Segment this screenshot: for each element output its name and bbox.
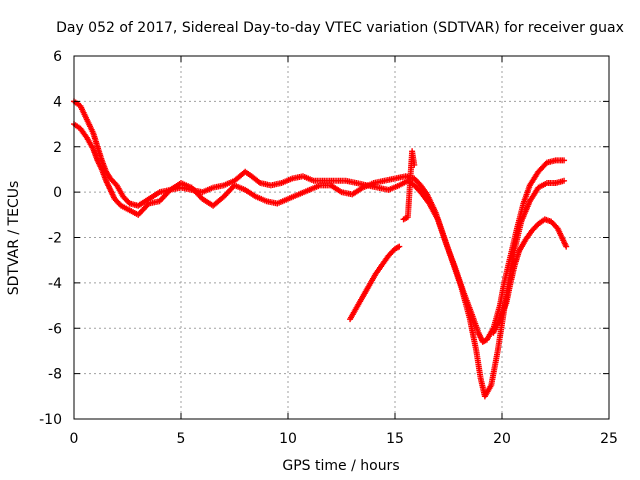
y-tick-label: 0 [53, 185, 62, 201]
x-tick-labels: 0 5 10 15 20 25 [70, 431, 618, 447]
data-point [561, 177, 568, 184]
y-axis-label: SDTVAR / TECUs [6, 181, 22, 296]
x-tick-label: 15 [386, 431, 404, 447]
y-tick-label: -6 [48, 321, 62, 337]
y-tick-label: 2 [53, 140, 62, 156]
x-tick-label: 25 [600, 431, 618, 447]
x-tick-label: 10 [279, 431, 297, 447]
y-tick-label: -2 [48, 231, 62, 247]
plot-frame [73, 55, 610, 420]
chart-title: Day 052 of 2017, Sidereal Day-to-day VTE… [56, 20, 624, 36]
x-tick-label: 0 [70, 431, 79, 447]
data-point [396, 243, 403, 250]
series-track-e [490, 216, 570, 336]
y-tick-label: 6 [53, 49, 62, 65]
x-tick-label: 20 [493, 431, 511, 447]
data-points [71, 98, 570, 400]
y-tick-label: 4 [53, 94, 62, 110]
data-point [411, 161, 418, 168]
series-track-d [400, 148, 418, 223]
y-tick-label: -4 [48, 276, 62, 292]
data-point [563, 243, 570, 250]
x-tick-label: 5 [177, 431, 186, 447]
series-track-c [347, 243, 403, 323]
data-point [561, 157, 568, 164]
y-tick-labels: -10 -8 -6 -4 -2 0 2 4 6 [39, 49, 62, 428]
y-tick-label: -8 [48, 367, 62, 383]
x-axis-label: GPS time / hours [282, 458, 399, 474]
series-track-b [71, 121, 568, 400]
y-tick-label: -10 [39, 412, 62, 428]
